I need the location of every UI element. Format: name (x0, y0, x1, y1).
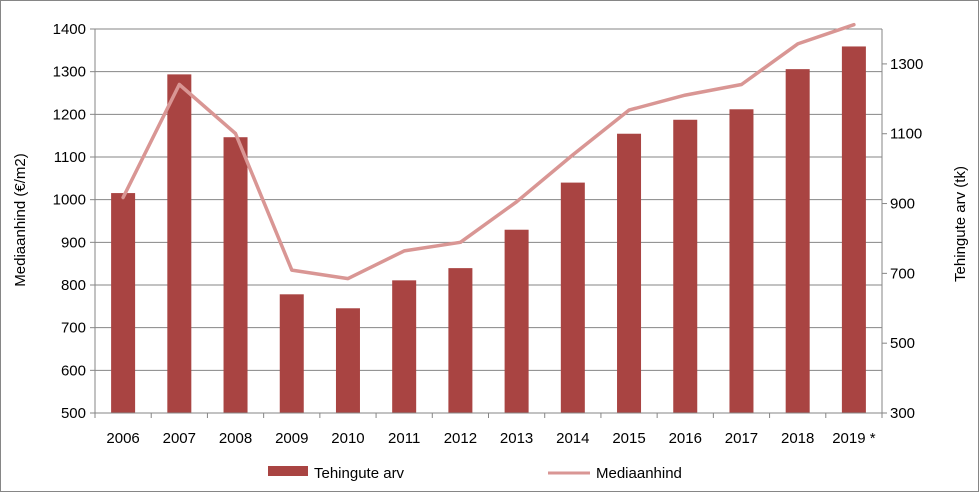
bar-2010 (335, 308, 360, 413)
mediaanhind-line (121, 22, 856, 281)
right-tick-label-1100: 1100 (890, 126, 922, 143)
x-tick-label-2012: 2012 (444, 430, 477, 447)
x-tick-label-2006: 2006 (106, 430, 139, 447)
point-2012 (458, 240, 462, 244)
legend-label-mediaanhind: Mediaanhind (596, 465, 682, 482)
left-tick-label-600: 600 (61, 362, 86, 379)
x-tick-label-2018: 2018 (781, 430, 814, 447)
left-tick-label-900: 900 (61, 234, 86, 251)
point-2013 (515, 200, 519, 204)
bar-2006 (111, 193, 136, 413)
left-tick-label-1000: 1000 (53, 192, 86, 209)
x-tick-label-2016: 2016 (669, 430, 702, 447)
left-axis-ticks: 500 600 700 800 900 1000 1100 1200 1300 1400 (53, 21, 95, 422)
right-tick-label-500: 500 (890, 335, 915, 352)
point-2006 (121, 196, 125, 200)
x-tick-label-2009: 2009 (275, 430, 308, 447)
x-tick-label-2015: 2015 (612, 430, 645, 447)
point-2018 (796, 42, 800, 46)
legend-swatch-tehingute-arv (268, 466, 308, 476)
point-2015 (627, 108, 631, 112)
line-series (121, 22, 856, 281)
bar-2013 (504, 229, 529, 413)
right-axis-label: Tehingute arv (tk) (952, 166, 969, 282)
right-tick-label-300: 300 (890, 405, 915, 422)
bar-2016 (673, 119, 698, 413)
right-tick-label-700: 700 (890, 265, 915, 282)
left-tick-label-500: 500 (61, 405, 86, 422)
bar-series (111, 46, 866, 414)
right-tick-label-1300: 1300 (890, 56, 923, 73)
bar-2008 (223, 137, 248, 413)
point-2009 (290, 268, 294, 272)
right-axis-ticks: 300 500 700 900 1100 1300 (882, 56, 923, 422)
legend: Tehingute arv Mediaanhind (268, 465, 682, 482)
left-tick-label-1300: 1300 (53, 64, 86, 81)
legend-label-tehingute-arv: Tehingute arv (314, 465, 405, 482)
bar-2012 (448, 268, 473, 413)
x-tick-label-2014: 2014 (556, 430, 589, 447)
left-tick-label-1100: 1100 (54, 149, 86, 166)
x-tick-label-2011: 2011 (388, 430, 420, 447)
x-tick-label-2017: 2017 (725, 430, 758, 447)
point-2011 (402, 249, 406, 253)
point-2007 (177, 82, 181, 86)
x-tick-label-2019 *: 2019 * (832, 430, 876, 447)
x-tick-label-2008: 2008 (219, 430, 252, 447)
gridlines (95, 28, 882, 371)
point-2019 * (852, 23, 856, 27)
bar-2014 (560, 182, 585, 413)
bar-2015 (617, 133, 642, 413)
right-tick-label-900: 900 (890, 196, 915, 213)
x-tick-label-2007: 2007 (163, 430, 196, 447)
left-tick-label-700: 700 (61, 320, 86, 337)
bar-2007 (167, 74, 192, 413)
left-tick-label-1400: 1400 (53, 21, 86, 38)
left-tick-label-1200: 1200 (53, 106, 86, 123)
x-axis-ticks: 2006 2007 2008 2009 2010 2011 2012 2013 2014 2015… (94, 413, 883, 447)
bar-2019 * (841, 46, 866, 414)
x-tick-label-2013: 2013 (500, 430, 533, 447)
point-2014 (571, 153, 575, 157)
left-axis-label: Mediaanhind (€/m2) (12, 153, 29, 286)
left-tick-label-800: 800 (61, 277, 86, 294)
bar-2011 (392, 280, 417, 413)
point-2010 (346, 277, 350, 281)
point-2017 (739, 82, 743, 86)
bar-2017 (729, 109, 754, 414)
point-2016 (683, 93, 687, 97)
bar-2009 (279, 294, 304, 413)
point-2008 (234, 132, 238, 136)
bar-2018 (785, 69, 810, 414)
x-tick-label-2010: 2010 (331, 430, 364, 447)
